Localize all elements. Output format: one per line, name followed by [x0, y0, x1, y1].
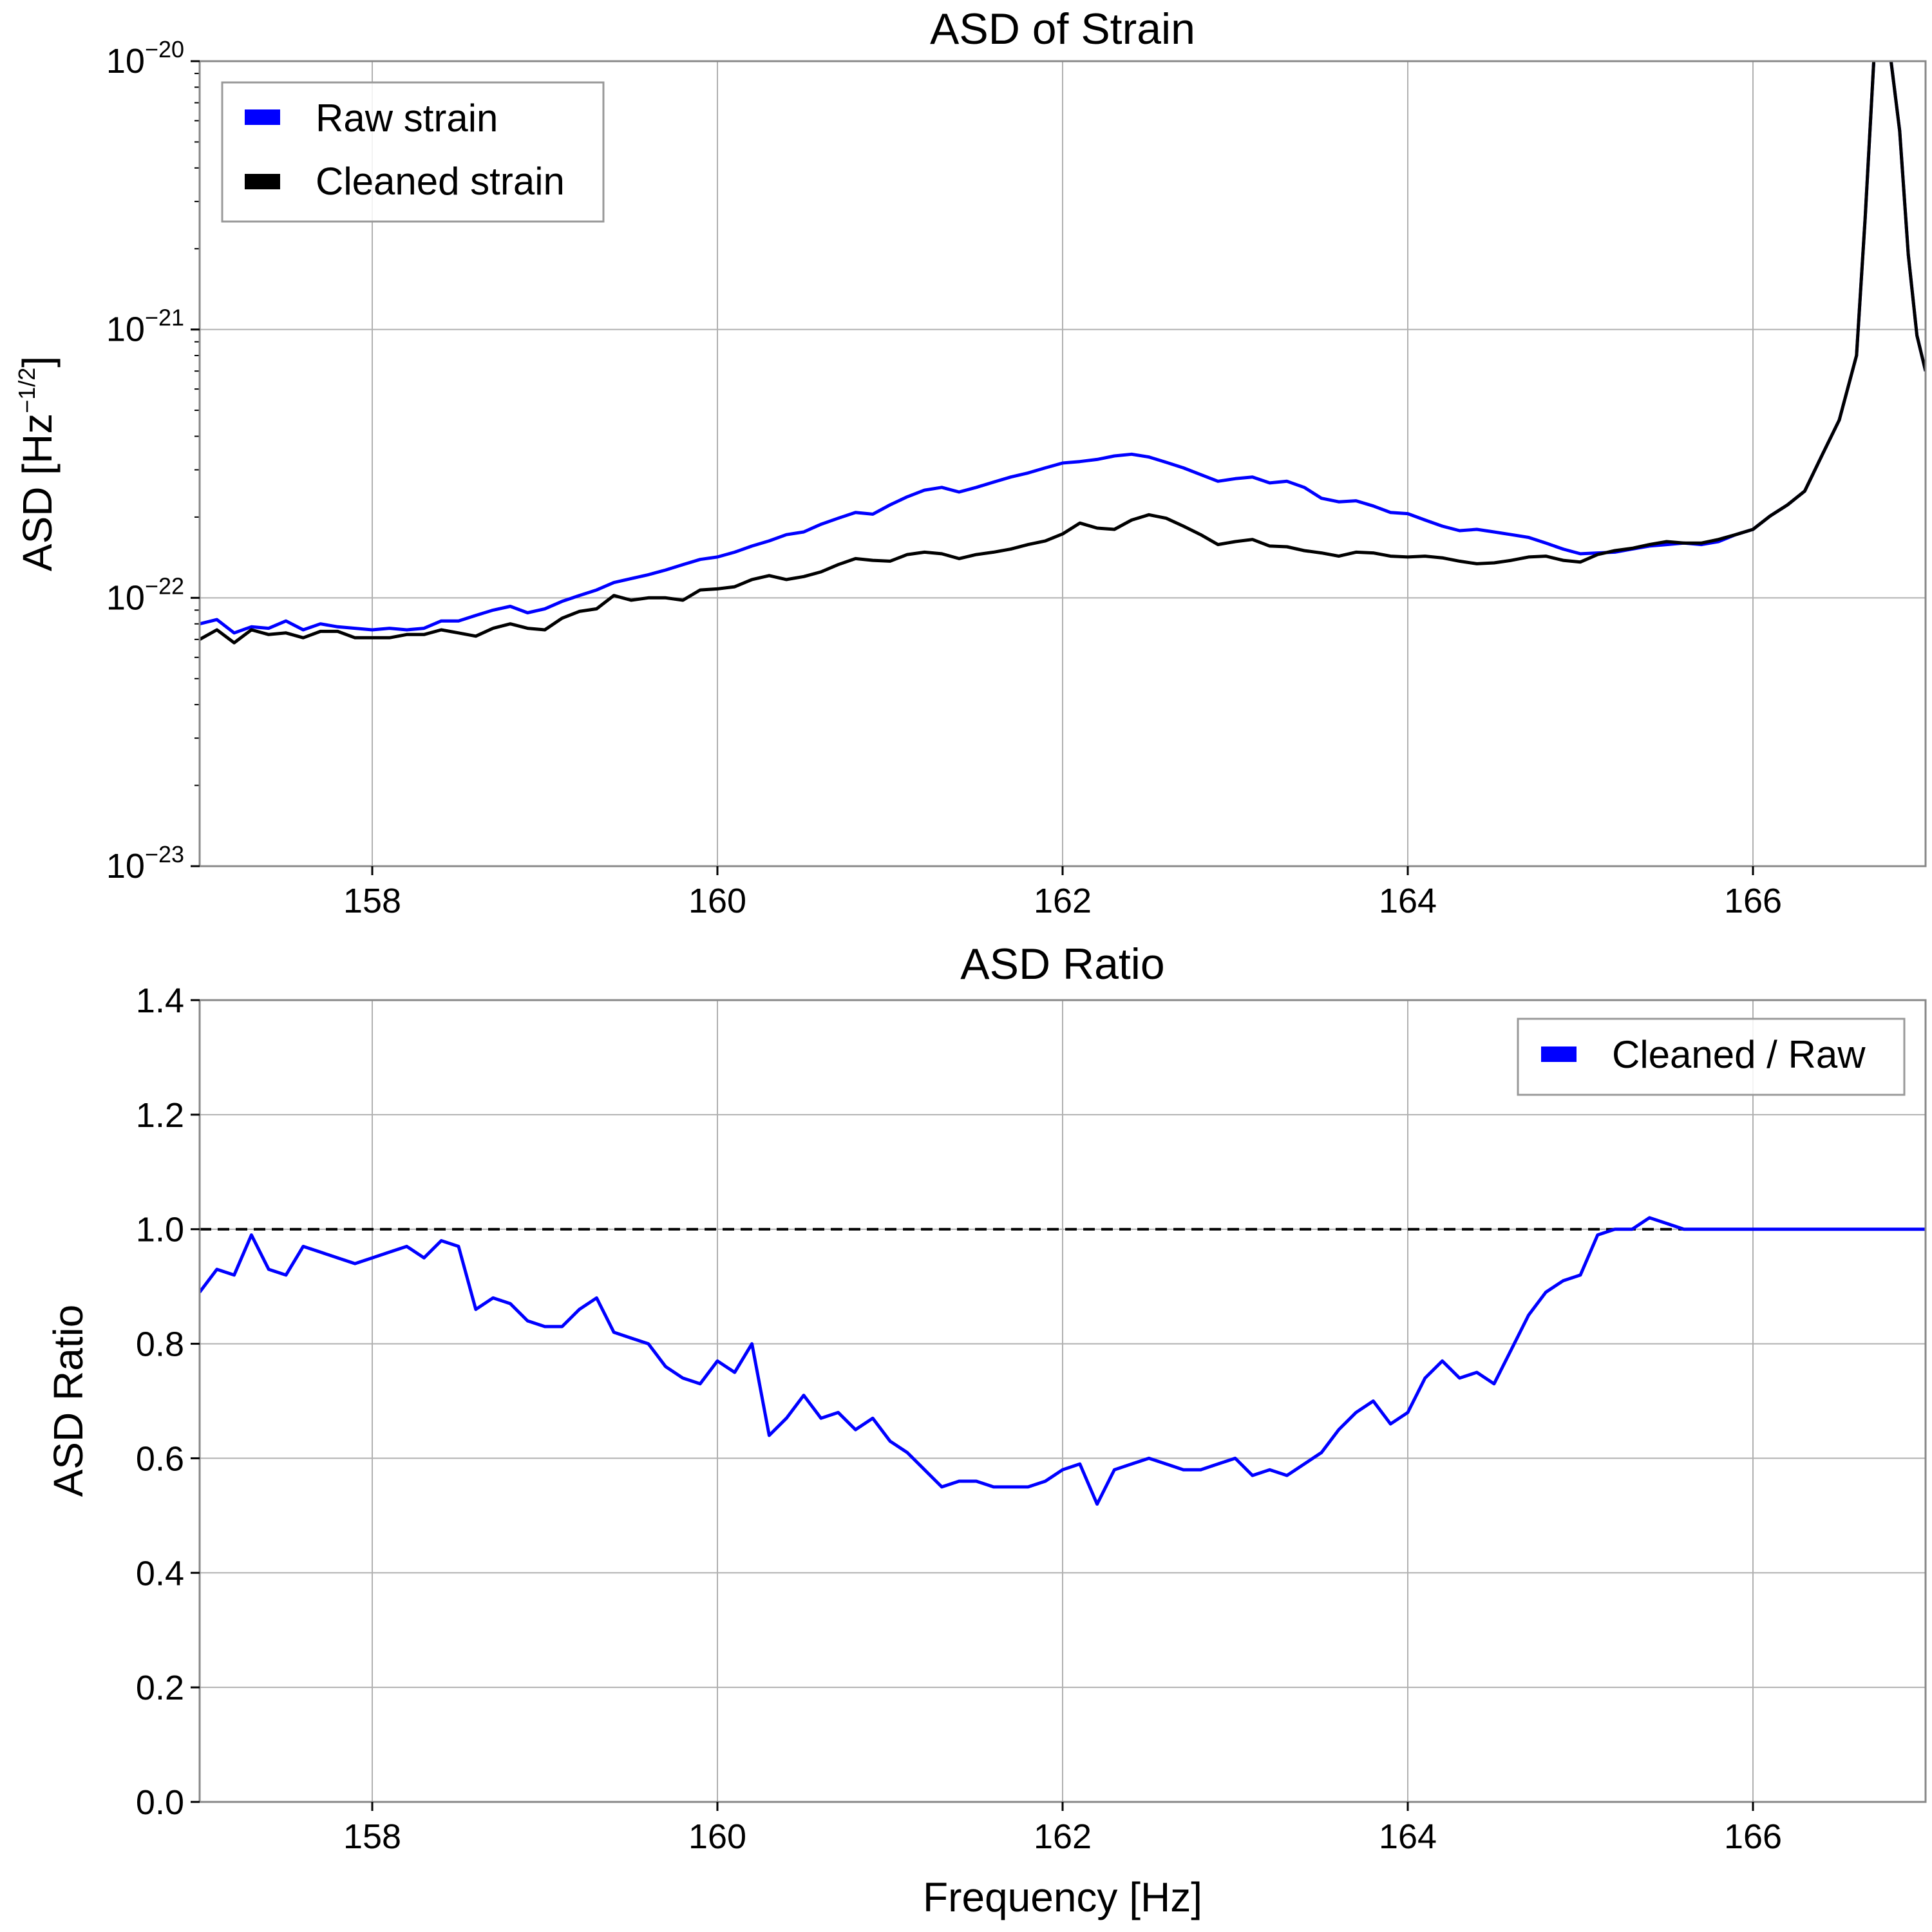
- x-tick-label: 160: [688, 1817, 746, 1856]
- x-tick-label: 160: [688, 882, 746, 920]
- ratio-y-ticks: 0.0 0.2 0.4 0.6 0.8 1.0 1.2 1.4: [136, 981, 200, 1822]
- legend-label-raw-strain: Raw strain: [316, 97, 498, 140]
- asd-strain-panel: 158 160 162 164 166 10−23 10−22 10−21 10−20 ASD…: [14, 5, 1927, 920]
- y-tick-label: 10−20: [106, 36, 184, 80]
- asd-series: [200, 61, 1926, 645]
- ratio-y-axis-label: ASD Ratio: [45, 1305, 91, 1497]
- ratio-x-ticks: 158 160 162 164 166: [343, 1802, 1782, 1856]
- asd-legend: Raw strain Cleaned strain: [221, 81, 605, 223]
- asd-x-ticks: 158 160 162 164 166: [343, 866, 1782, 920]
- ratio-series: [200, 1216, 1926, 1506]
- legend-swatch-raw-strain: [245, 109, 280, 125]
- x-tick-label: 158: [343, 1817, 401, 1856]
- x-tick-label: 164: [1379, 1817, 1437, 1856]
- series-line-cleaned-strain: [200, 61, 1926, 645]
- legend-label-cleaned-raw: Cleaned / Raw: [1612, 1033, 1866, 1076]
- y-tick-label: 1.0: [136, 1211, 184, 1249]
- asd-title: ASD of Strain: [930, 5, 1195, 53]
- y-tick-label: 10−22: [106, 573, 184, 617]
- y-tick-label: 0.6: [136, 1439, 184, 1478]
- y-tick-label: 0.0: [136, 1783, 184, 1822]
- asd-y-ticks: 10−23 10−22 10−21 10−20: [106, 36, 200, 886]
- x-tick-label: 166: [1724, 1817, 1782, 1856]
- y-tick-label: 1.2: [136, 1096, 184, 1135]
- asd-ratio-panel: 158 160 162 164 166 0.0 0.2 0.4 0.6 0.8 1.0 1.2 1.4…: [45, 940, 1927, 1920]
- legend-swatch-cleaned-strain: [245, 174, 280, 189]
- y-tick-label: 0.4: [136, 1554, 184, 1593]
- ratio-legend: Cleaned / Raw: [1517, 1018, 1906, 1096]
- asd-legend-box: [221, 81, 605, 223]
- legend-label-cleaned-strain: Cleaned strain: [316, 160, 565, 203]
- x-tick-label: 162: [1034, 882, 1092, 920]
- x-tick-label: 164: [1379, 882, 1437, 920]
- y-tick-label: 0.8: [136, 1325, 184, 1364]
- ratio-x-axis-label: Frequency [Hz]: [923, 1874, 1202, 1920]
- asd-y-axis-label: ASD [Hz−1/2]: [14, 356, 61, 571]
- y-tick-label: 1.4: [136, 981, 184, 1020]
- series-line-cleaned-raw: [200, 1216, 1926, 1506]
- y-tick-label: 10−21: [106, 305, 184, 349]
- legend-swatch-cleaned-raw: [1541, 1046, 1577, 1062]
- y-tick-label: 10−23: [106, 841, 184, 886]
- x-tick-label: 166: [1724, 882, 1782, 920]
- x-tick-label: 162: [1034, 1817, 1092, 1856]
- x-tick-label: 158: [343, 882, 401, 920]
- y-tick-label: 0.2: [136, 1669, 184, 1707]
- ratio-legend-box: [1517, 1018, 1906, 1096]
- ratio-title: ASD Ratio: [960, 940, 1164, 989]
